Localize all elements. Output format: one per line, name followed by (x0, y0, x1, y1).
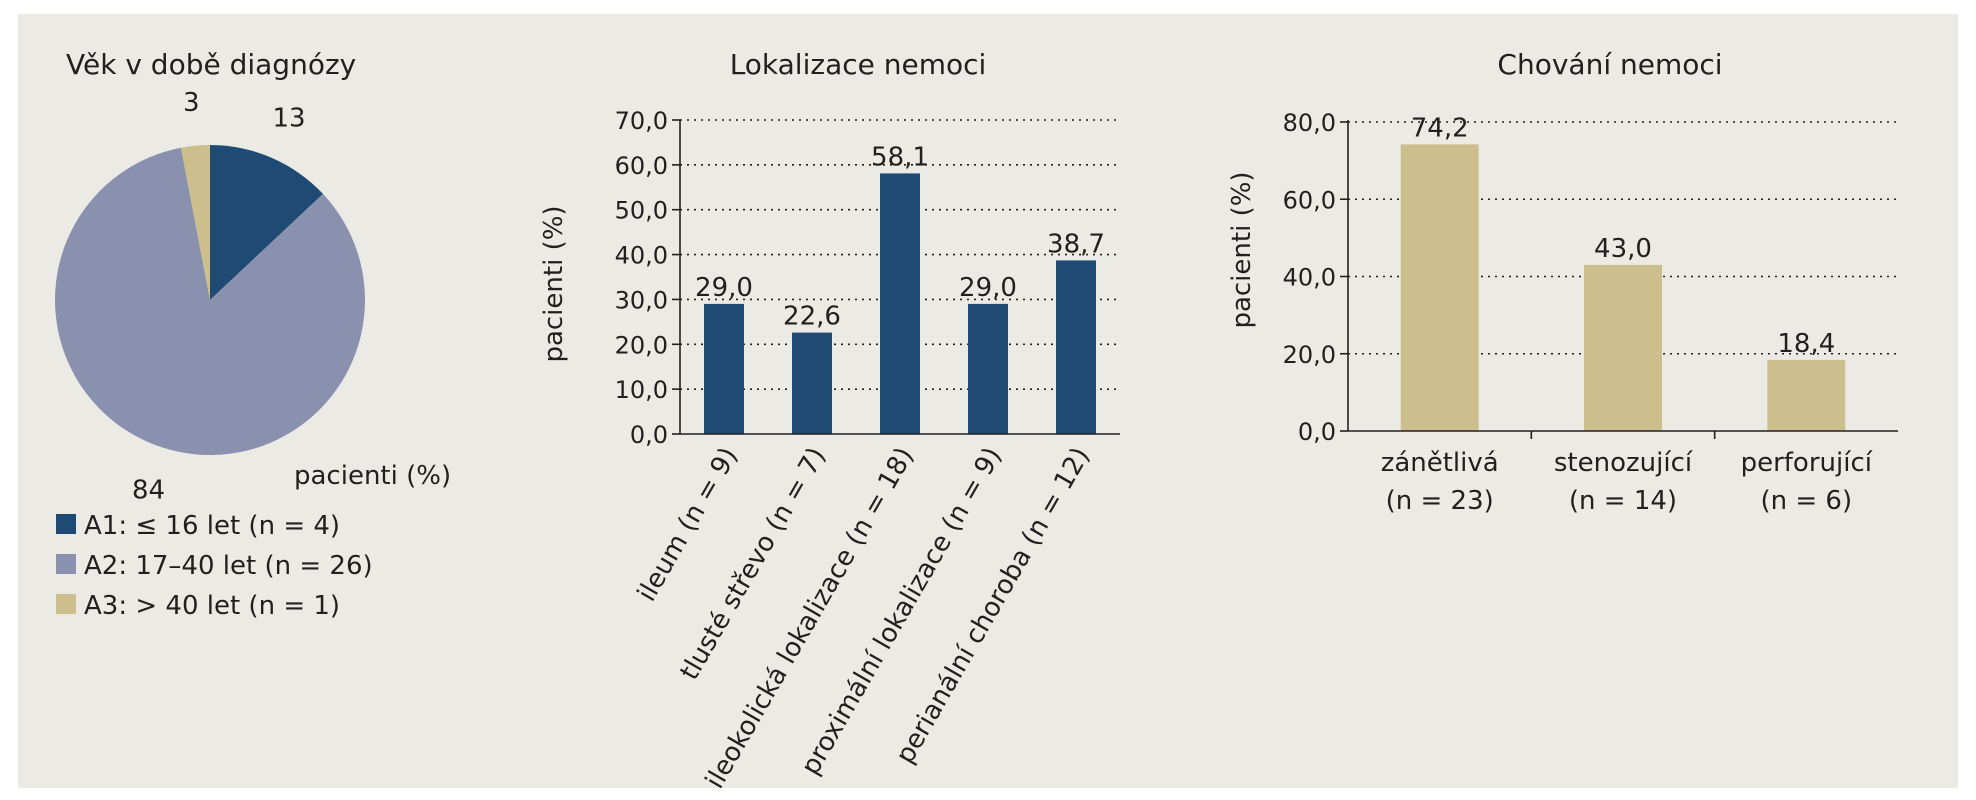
bar2-bars (1400, 144, 1846, 431)
bar1-tick-label-2: 20,0 (615, 331, 668, 359)
bar2-bar-2 (1584, 264, 1662, 431)
bar1-value-label-4: 29,0 (959, 273, 1017, 303)
pie-slice-2 (55, 147, 366, 456)
legend-label-1: A1: ≤ 16 let (n = 4) (84, 511, 340, 541)
bar1-bars (704, 173, 1096, 434)
bar1-value-label-5: 38,7 (1047, 229, 1105, 259)
bar1-tick-label-3: 30,0 (615, 286, 668, 314)
bar2-category-label-3-line-2: (n = 6) (1760, 486, 1852, 516)
bar2-tick-label-1: 20,0 (1283, 341, 1336, 369)
bar2-value-label-3: 18,4 (1777, 329, 1835, 359)
pie-value-label-2: 84 (132, 475, 165, 505)
bar-chart-lokalizace: Lokalizace nemoci 0,0 10,0 20,0 30,0 40,0 50,… (539, 48, 1120, 788)
bar2-tick-label-4: 80,0 (1283, 109, 1336, 137)
bar2-category-label-3-line-1: perforující (1741, 448, 1873, 478)
legend-label-2: A2: 17–40 let (n = 26) (84, 551, 373, 581)
bar1-tick-label-7: 70,0 (615, 107, 668, 135)
bar2-tick-label-3: 60,0 (1283, 186, 1336, 214)
pie-value-labels: 13 84 3 (132, 88, 306, 505)
pie-slices (55, 145, 366, 456)
bar1-tick-label-4: 40,0 (615, 242, 668, 270)
bar1-value-label-1: 29,0 (695, 273, 753, 303)
bar2-y-ticks: 0,0 20,0 40,0 60,0 80,0 (1283, 109, 1348, 446)
bar2-tick-label-2: 40,0 (1283, 264, 1336, 292)
bar2-value-label-2: 43,0 (1594, 234, 1652, 264)
legend-swatch-2 (56, 554, 76, 574)
pie-slice-3 (180, 145, 210, 300)
bar1-value-labels: 29,0 22,6 58,1 29,0 38,7 (695, 142, 1105, 331)
bar1-bar-4 (968, 303, 1008, 434)
bar1-bar-2 (792, 332, 832, 434)
bar1-tick-label-6: 60,0 (615, 152, 668, 180)
bar2-bar-1 (1400, 144, 1479, 431)
pie-unit-label: pacienti (%) (294, 461, 451, 491)
bar2-category-label-2-line-1: stenozující (1554, 448, 1693, 478)
pie-value-label-1: 13 (272, 103, 305, 133)
figure-panel: Věk v době diagnózy 13 84 3 pacienti (%) A… (18, 14, 1958, 788)
pie-title: Věk v době diagnózy (66, 48, 356, 81)
bar1-bar-3 (880, 173, 920, 434)
bar1-tick-label-1: 10,0 (615, 376, 668, 404)
pie-chart: Věk v době diagnózy 13 84 3 pacienti (%) A… (55, 48, 451, 621)
bar1-category-labels: ileum (n = 9)tlusté střevo (n = 7)ileoko… (632, 443, 1096, 789)
bar2-value-label-1: 74,2 (1411, 113, 1469, 143)
bar2-category-label-1-line-1: zánětlivá (1381, 448, 1499, 478)
bar2-title: Chování nemoci (1497, 48, 1722, 81)
bar1-y-ticks: 0,0 10,0 20,0 30,0 40,0 50,0 60,0 70,0 (615, 107, 680, 449)
bar-chart-chovani: Chování nemoci 0,0 20,0 40,0 60,0 80,0 pacie… (1227, 48, 1898, 516)
bar1-tick-label-0: 0,0 (630, 421, 668, 449)
bar2-y-axis-label: pacienti (%) (1227, 171, 1257, 328)
bar1-value-label-3: 58,1 (871, 142, 929, 172)
bar1-value-label-2: 22,6 (783, 302, 841, 332)
pie-value-label-3: 3 (183, 88, 200, 118)
bar1-bar-5 (1056, 260, 1096, 434)
chart-canvas: Věk v době diagnózy 13 84 3 pacienti (%) A… (55, 48, 1898, 788)
bar1-y-axis-label: pacienti (%) (539, 205, 569, 362)
pie-legend: A1: ≤ 16 let (n = 4) A2: 17–40 let (n = 2… (56, 511, 373, 621)
bar1-bar-1 (704, 303, 744, 434)
legend-swatch-1 (56, 514, 76, 534)
bar1-tick-label-5: 50,0 (615, 197, 668, 225)
bar2-category-labels: zánětlivá (n = 23) stenozující (n = 14) perf… (1381, 431, 1873, 516)
bar2-category-label-1-line-2: (n = 23) (1386, 486, 1494, 516)
bar1-title: Lokalizace nemoci (730, 48, 987, 81)
bar2-value-labels: 74,2 43,0 18,4 (1411, 113, 1835, 359)
bar2-tick-label-0: 0,0 (1298, 418, 1336, 446)
legend-label-3: A3: > 40 let (n = 1) (84, 591, 340, 621)
legend-swatch-3 (56, 594, 76, 614)
pie-slice-1 (210, 145, 323, 300)
bar2-bar-3 (1767, 359, 1846, 431)
bar2-category-label-2-line-2: (n = 14) (1569, 486, 1677, 516)
